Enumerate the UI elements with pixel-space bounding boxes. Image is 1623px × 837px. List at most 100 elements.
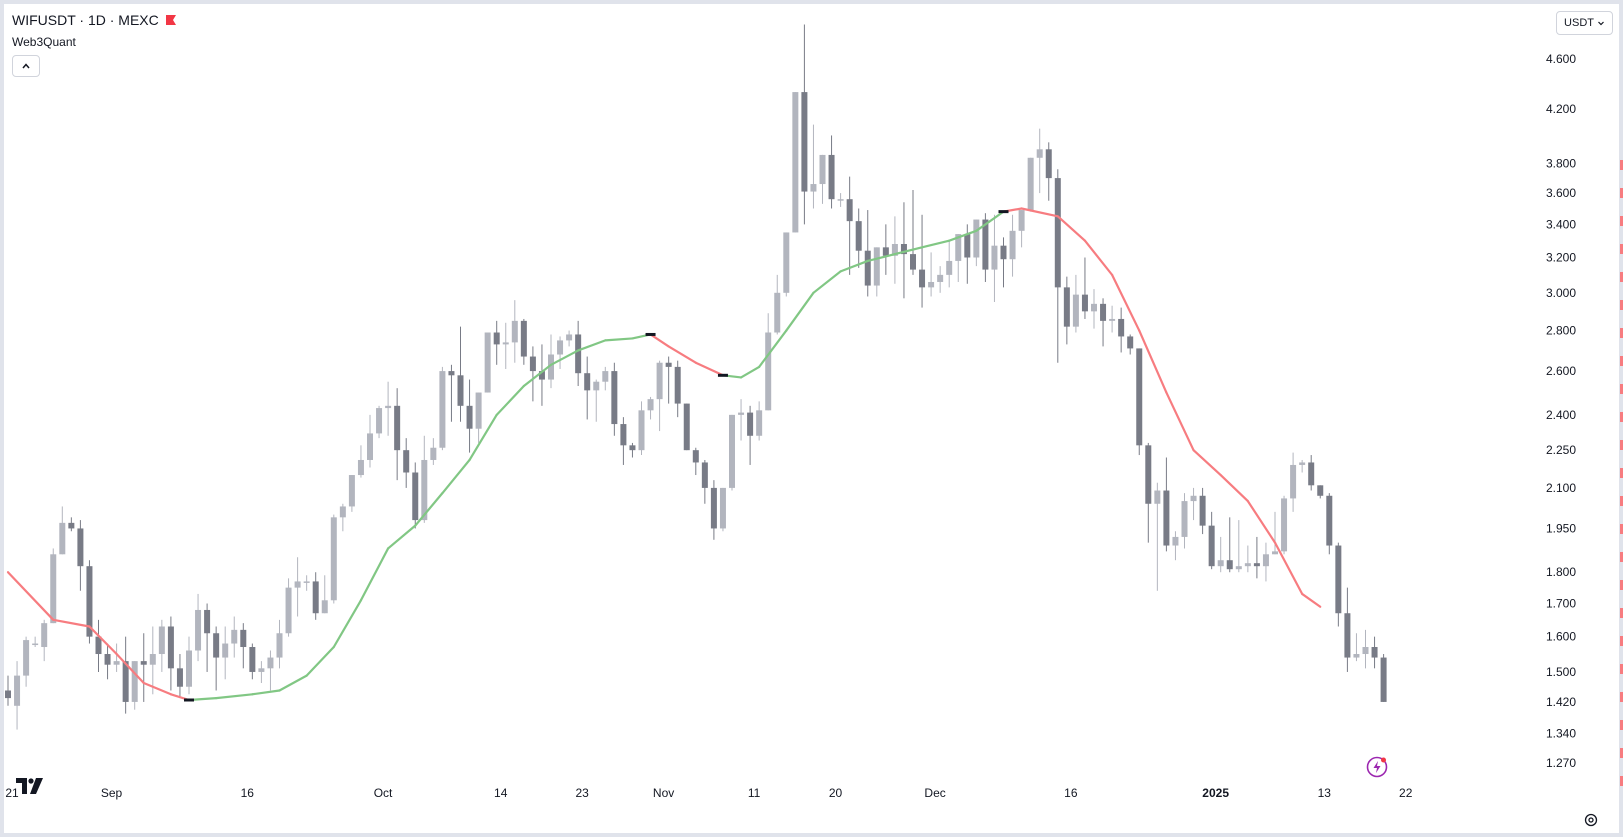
ma-segment: [468, 413, 498, 462]
candle: [1054, 169, 1061, 363]
candle: [520, 318, 527, 365]
candle: [385, 381, 392, 436]
candle-body: [946, 260, 953, 275]
candle: [1344, 587, 1351, 672]
candle-body: [674, 366, 681, 404]
symbol-row[interactable]: WIFUSDT · 1D · MEXC: [12, 12, 177, 28]
candle-body: [774, 292, 781, 333]
candle: [864, 210, 871, 297]
symbol-title[interactable]: WIFUSDT · 1D · MEXC: [12, 12, 159, 28]
candle-body: [1181, 501, 1188, 537]
time-tick-label: 16: [241, 786, 255, 800]
candle: [5, 675, 11, 706]
candle-body: [1262, 554, 1269, 567]
candle-body: [95, 636, 102, 655]
time-tick-label: 21: [5, 786, 19, 800]
candle-body: [122, 661, 129, 702]
candle-body: [240, 629, 247, 648]
ma-segment: [332, 599, 363, 649]
flag-icon[interactable]: [165, 14, 177, 26]
candle: [946, 240, 953, 288]
ma-segment: [495, 384, 525, 416]
candle-body: [538, 371, 545, 380]
candle: [149, 626, 156, 695]
candle: [176, 654, 183, 699]
candle: [113, 643, 120, 672]
candle: [1100, 298, 1107, 347]
ma-segment: [549, 349, 580, 366]
ma-segment: [522, 363, 553, 388]
candle: [86, 560, 93, 644]
edge-marker: [1620, 160, 1623, 170]
candle: [1181, 493, 1188, 549]
candle: [294, 557, 301, 617]
candle: [602, 366, 609, 391]
price-tick-label: 1.800: [1546, 565, 1576, 579]
candle: [1045, 142, 1052, 201]
price-tick-label: 3.000: [1546, 286, 1576, 300]
edge-marker: [1620, 300, 1623, 310]
ma-segment: [387, 524, 417, 550]
candle: [674, 360, 681, 418]
candle: [285, 578, 292, 637]
candle-body: [1009, 230, 1016, 260]
ma-segment: [785, 291, 815, 332]
candle: [1290, 452, 1297, 512]
time-axis[interactable]: 21 Sep 16 Oct 14 23 Nov 11 20 Dec 16 2025 13 22: [5, 786, 1412, 800]
candle-body: [719, 487, 726, 529]
candle-body: [638, 410, 645, 451]
candle: [765, 313, 772, 411]
ma-segment: [414, 492, 444, 527]
candle-body: [222, 643, 229, 658]
candle-body: [1326, 495, 1333, 546]
ma-segment: [1083, 239, 1114, 276]
candle-body: [249, 647, 256, 672]
price-tick-label: 1.950: [1546, 521, 1576, 535]
edge-marker: [1620, 356, 1623, 366]
moving-average-line: [6, 207, 1322, 702]
settings-icon[interactable]: [1583, 812, 1599, 828]
candle-body: [837, 199, 844, 201]
candle: [1208, 511, 1215, 570]
lightning-icon[interactable]: [1366, 756, 1388, 778]
candle-body: [1045, 149, 1052, 179]
candle-body: [557, 340, 564, 355]
candle-body: [104, 654, 111, 665]
candle-body: [991, 245, 998, 270]
candle-body: [692, 450, 699, 463]
candle: [1018, 210, 1025, 248]
candle: [647, 396, 654, 420]
candle-body: [1100, 303, 1107, 321]
indicator-name[interactable]: Web3Quant: [12, 35, 76, 49]
candle: [1199, 487, 1206, 535]
candle: [1326, 493, 1333, 555]
ma-segment: [1273, 541, 1304, 596]
candle-body: [1163, 490, 1170, 546]
ma-segment: [812, 270, 842, 294]
candle: [1072, 274, 1079, 333]
chart-legend: WIFUSDT · 1D · MEXC Web3Quant: [12, 12, 177, 77]
candle-body: [1154, 490, 1161, 504]
candle: [719, 487, 726, 532]
candle-body: [1145, 445, 1152, 504]
candle-body: [1281, 498, 1288, 552]
candle: [774, 274, 781, 335]
edge-marker: [1620, 384, 1623, 394]
candle-body: [204, 609, 211, 634]
collapse-legend-button[interactable]: [12, 55, 40, 77]
candle-body: [403, 450, 410, 473]
tradingview-logo-icon[interactable]: [16, 778, 46, 794]
price-axis[interactable]: 4.600 4.200 3.800 3.600 3.400 3.200 3.000 2.800…: [1546, 52, 1576, 770]
currency-selector[interactable]: USDT: [1556, 11, 1613, 35]
candle: [973, 219, 980, 267]
time-tick-label: 11: [748, 786, 761, 800]
candle: [1353, 633, 1360, 662]
candle: [276, 619, 283, 669]
candle-body: [1081, 294, 1088, 312]
candle: [656, 360, 663, 432]
ma-segment: [1192, 449, 1222, 477]
candle-body: [729, 414, 735, 488]
ma-segment: [441, 458, 471, 495]
candle: [910, 190, 916, 275]
